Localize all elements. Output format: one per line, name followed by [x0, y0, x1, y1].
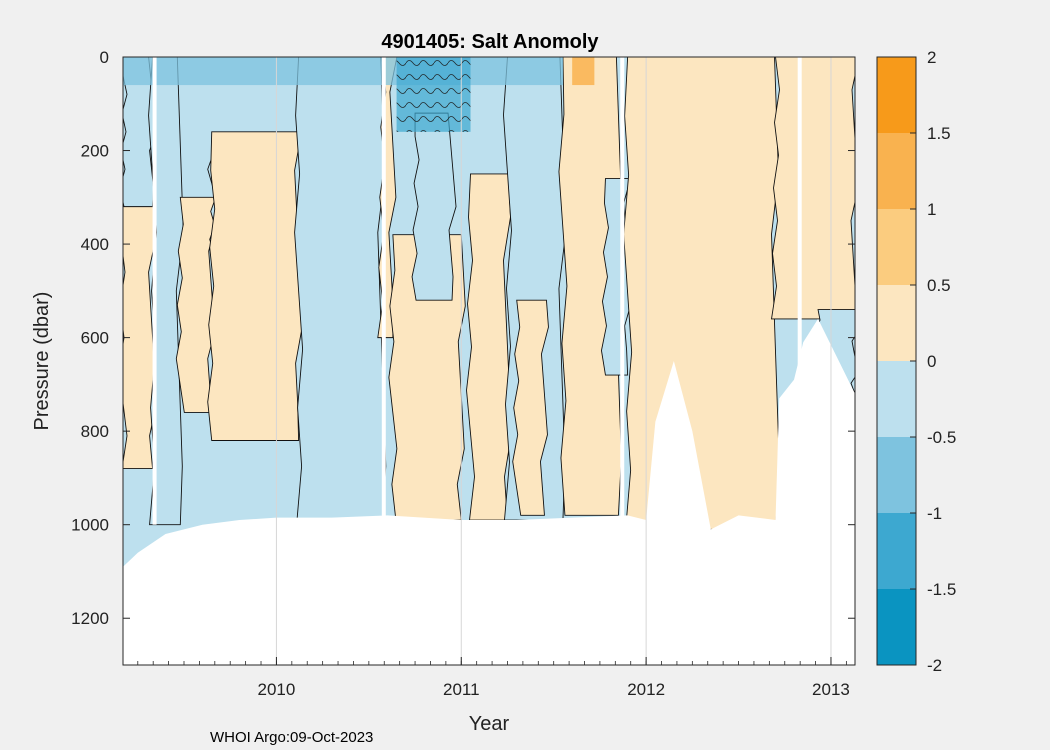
colorbar-segment [877, 209, 916, 285]
colorbar-tick-label: 0 [927, 352, 936, 371]
y-tick-label: 600 [81, 329, 109, 348]
y-tick-label: 200 [81, 142, 109, 161]
colorbar-tick-label: -0.5 [927, 428, 956, 447]
anomaly-region [623, 57, 780, 530]
x-gridlines [275, 57, 832, 665]
y-axis-ticks: 0 200 400 600 800 1000 1200 [71, 48, 855, 628]
x-tick-label: 2012 [627, 680, 665, 699]
colorbar-segment [877, 361, 916, 437]
surface-band-plus-1 [572, 57, 595, 86]
surface-band-minus-1 [123, 57, 563, 86]
colorbar-tick-label: 0.5 [927, 276, 951, 295]
data-gap-column [381, 57, 386, 525]
heatmap-field [123, 57, 855, 665]
colorbar-segment [877, 57, 916, 133]
anomaly-region [148, 57, 184, 526]
anomaly-region [207, 131, 304, 441]
y-tick-label: 400 [81, 235, 109, 254]
colorbar-tick-label: 1.5 [927, 124, 951, 143]
colorbar-segment [877, 437, 916, 513]
anomaly-region [512, 299, 549, 516]
y-tick-label: 800 [81, 422, 109, 441]
x-tick-label: 2010 [258, 680, 296, 699]
colorbar-tick-label: 1 [927, 200, 936, 219]
colorbar-segment [877, 133, 916, 209]
footer-text: WHOI Argo:09-Oct-2023 [210, 729, 373, 746]
x-axis-ticks: 2010 2011 2012 2013 [137, 657, 850, 699]
colorbar-tick-label: -1 [927, 504, 942, 523]
x-tick-label: 2011 [443, 680, 480, 699]
y-tick-label: 0 [100, 48, 109, 67]
x-tick-label: 2013 [812, 680, 850, 699]
anomaly-region [294, 57, 387, 526]
data-gap-column [797, 57, 802, 525]
data-gap-column [152, 57, 157, 525]
no-data-region [123, 318, 855, 665]
colorbar-tick-label: -1.5 [927, 580, 956, 599]
y-axis-label: Pressure (dbar) [31, 292, 53, 431]
plot-frame [122, 56, 856, 666]
colorbar-segment [877, 513, 916, 589]
anomaly-region [770, 57, 855, 320]
y-tick-label: 1200 [71, 609, 109, 628]
surface-contour-cluster [396, 57, 471, 132]
anomaly-region [411, 112, 457, 301]
chart-title: 4901405: Salt Anomoly [381, 31, 599, 53]
colorbar-tick-label: -2 [927, 656, 942, 675]
data-gap-column [620, 57, 625, 525]
y-tick-label: 1000 [71, 516, 109, 535]
colorbar-tick-label: 2 [927, 48, 936, 67]
colorbar: -2 -1.5 -1 -0.5 0 0.5 1 1.5 2 [876, 48, 956, 675]
x-axis-label: Year [469, 713, 510, 735]
colorbar-segment [877, 285, 916, 361]
colorbar-segment [877, 589, 916, 665]
